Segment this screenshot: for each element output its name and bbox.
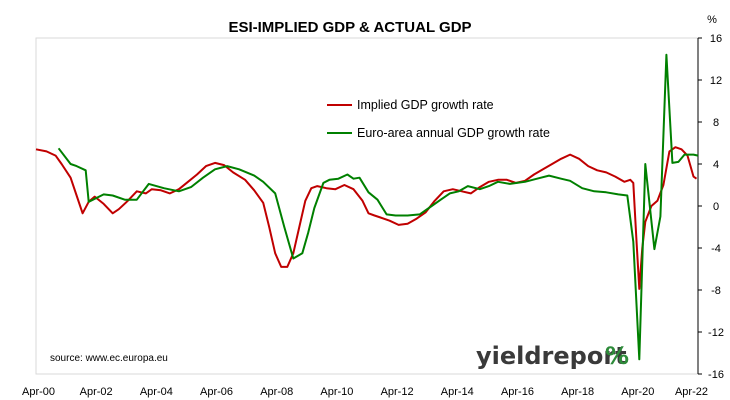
x-tick-label: Apr-22 [675,386,708,398]
x-tick-label: Apr-18 [561,386,594,398]
x-tick-label: Apr-20 [621,386,654,398]
x-tick-label: Apr-16 [501,386,534,398]
implied-gdp-line [35,146,698,290]
x-tick-label: Apr-12 [381,386,414,398]
x-tick-label: Apr-00 [22,386,55,398]
x-axis-ticks: Apr-00 Apr-02 Apr-04 Apr-06 Apr-08 Apr-10 Apr-… [22,386,708,398]
y-tick-label: -16 [708,369,724,381]
x-tick-label: Apr-02 [80,386,113,398]
chart-title: ESI-IMPLIED GDP & ACTUAL GDP [228,19,471,36]
x-tick-label: Apr-06 [200,386,233,398]
y-tick-label: 12 [710,75,722,87]
x-tick-label: Apr-08 [260,386,293,398]
y-tick-label: 16 [710,33,722,45]
source-note: source: www.ec.europa.eu [50,353,168,364]
legend: Implied GDP growth rate Euro-area annual… [327,98,550,140]
y-axis-ticks: 16 12 8 4 0 -4 -8 -12 -16 [698,33,724,381]
legend-label-actual: Euro-area annual GDP growth rate [357,126,550,140]
y-tick-label: -8 [711,285,721,297]
y-tick-label: 4 [713,159,719,171]
x-tick-label: Apr-10 [320,386,353,398]
logo-wordmark: yieldreport [476,342,627,370]
x-tick-label: Apr-04 [140,386,173,398]
yieldreport-logo: yieldreport % [476,342,629,370]
y-unit-label: % [707,14,717,26]
legend-label-implied: Implied GDP growth rate [357,98,494,112]
plot-area [35,37,699,375]
actual-gdp-line [57,53,699,361]
y-tick-label: 8 [713,117,719,129]
y-tick-label: -12 [708,327,724,339]
x-tick-label: Apr-14 [441,386,474,398]
y-tick-label: -4 [711,243,721,255]
percent-logo-icon: % [605,342,629,370]
series-layer [35,53,699,361]
y-tick-label: 0 [713,201,719,213]
